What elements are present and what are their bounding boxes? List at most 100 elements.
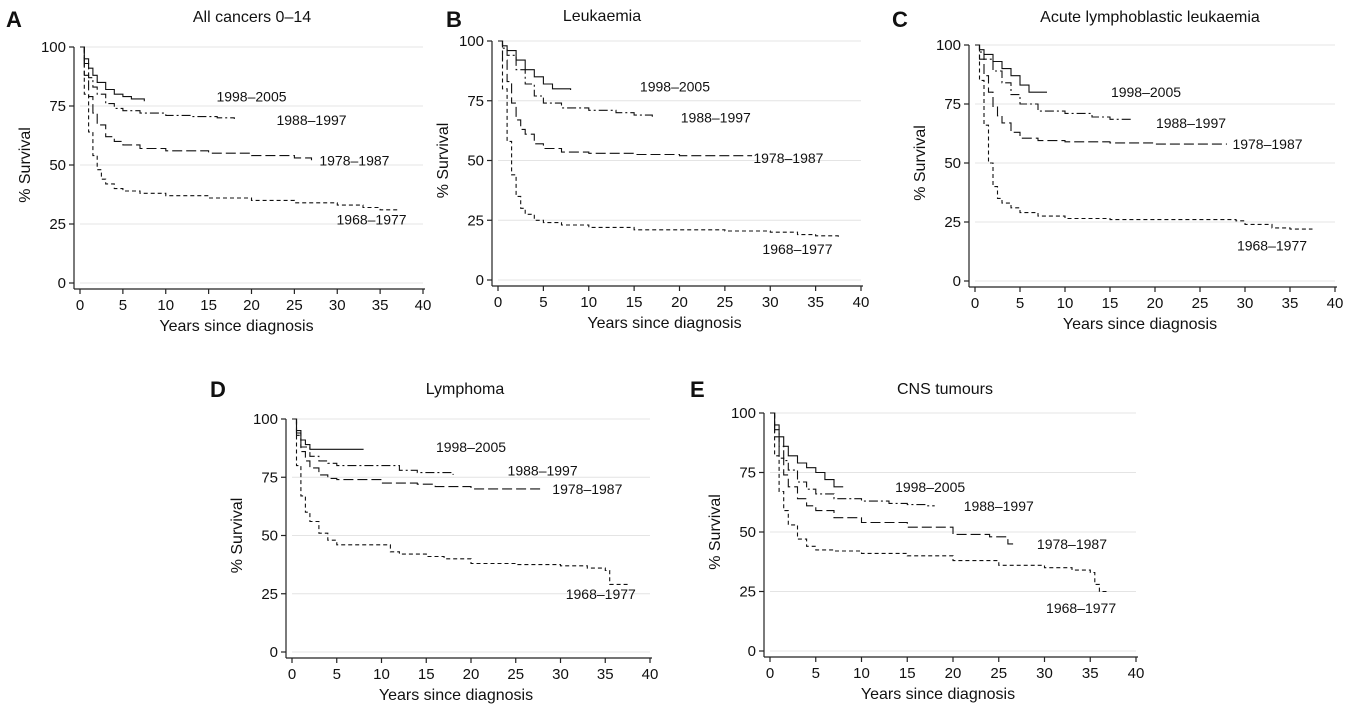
x-tick-label: 25 [717,294,734,311]
panel-letter: A [6,7,22,32]
series-line-1998–2005 [498,40,572,90]
series-label: 1978–1987 [1037,536,1107,552]
series-line-1988–1997 [292,418,454,475]
x-tick-label: 40 [642,666,659,683]
panel-title: Leukaemia [563,8,641,25]
series-line-1968–1977 [292,418,628,585]
x-tick-label: 40 [1327,295,1344,312]
series-label: 1968–1977 [566,586,636,602]
series-label: 1988–1997 [276,112,346,128]
series-line-1988–1997 [498,40,653,118]
series-line-1998–2005 [80,46,145,102]
series-line-1978–1987 [498,40,753,157]
x-tick-label: 25 [990,665,1007,682]
y-tick-label: 75 [944,96,961,113]
x-axis-label: Years since diagnosis [587,315,741,332]
series-line-1978–1987 [80,46,313,161]
series-line-1978–1987 [770,412,1017,545]
x-tick-label: 40 [853,294,870,311]
panel-letter: D [210,377,226,402]
y-axis-label: % Survival [912,125,929,201]
x-tick-label: 20 [243,297,260,314]
x-tick-label: 5 [539,294,547,311]
y-tick-label: 100 [253,411,278,428]
series-label: 1998–2005 [436,439,506,455]
y-tick-label: 25 [49,216,66,233]
x-tick-label: 20 [1147,295,1164,312]
y-tick-label: 75 [49,98,66,115]
series-line-1998–2005 [975,44,1047,93]
y-tick-label: 50 [467,153,484,170]
x-tick-label: 30 [329,297,346,314]
series-label: 1988–1997 [964,498,1034,514]
series-line-1998–2005 [292,418,364,450]
series-label: 1968–1977 [1237,238,1307,254]
series-line-1968–1977 [770,412,1109,593]
x-tick-label: 10 [373,666,390,683]
x-axis-label: Years since diagnosis [379,687,533,704]
x-tick-label: 0 [494,294,502,311]
x-tick-label: 35 [807,294,824,311]
x-tick-label: 0 [76,297,84,314]
series-label: 1968–1977 [337,211,407,227]
y-tick-label: 0 [270,644,278,661]
x-tick-label: 25 [1192,295,1209,312]
y-tick-label: 100 [731,405,756,422]
x-tick-label: 0 [288,666,296,683]
x-tick-label: 0 [766,665,774,682]
series-label: 1988–1997 [1156,115,1226,131]
x-tick-label: 10 [580,294,597,311]
panel-title: Acute lymphoblastic leukaemia [1040,9,1260,26]
series-line-1968–1977 [80,46,398,213]
x-tick-label: 10 [1057,295,1074,312]
y-axis-label: % Survival [229,498,246,574]
x-tick-label: 35 [1282,295,1299,312]
series-label: 1988–1997 [681,109,751,125]
series-line-1998–2005 [770,412,844,488]
panel-letter: B [446,7,462,32]
y-tick-label: 75 [467,93,484,110]
x-axis-label: Years since diagnosis [1063,316,1217,333]
y-tick-label: 100 [936,37,961,54]
x-tick-label: 30 [762,294,779,311]
y-tick-label: 100 [41,39,66,56]
x-tick-label: 5 [119,297,127,314]
y-tick-label: 25 [261,586,278,603]
y-axis-label: % Survival [707,494,724,570]
x-tick-label: 5 [812,665,820,682]
y-tick-label: 0 [953,273,961,290]
series-line-1978–1987 [975,44,1227,145]
series-label: 1978–1987 [552,481,622,497]
panel-letter: C [892,7,908,32]
series-label: 1998–2005 [895,479,965,495]
x-tick-label: 20 [463,666,480,683]
series-label: 1978–1987 [753,150,823,166]
series-line-1988–1997 [975,44,1134,121]
x-tick-label: 35 [1082,665,1099,682]
panel-d: 0 25 50 75 100 0 5 10 15 20 25 30 35 40 Years since di… [210,377,658,704]
panel-title: All cancers 0–14 [193,9,311,26]
x-tick-label: 20 [671,294,688,311]
y-axis-label: % Survival [435,123,452,199]
series-line-1988–1997 [80,46,235,119]
y-tick-label: 25 [739,584,756,601]
x-tick-label: 15 [200,297,217,314]
series-label: 1988–1997 [508,462,578,478]
x-tick-label: 25 [286,297,303,314]
x-tick-label: 40 [1128,665,1145,682]
series-label: 1998–2005 [216,89,286,105]
x-axis-label: Years since diagnosis [159,318,313,335]
x-tick-label: 20 [945,665,962,682]
x-tick-label: 35 [597,666,614,683]
x-tick-label: 25 [507,666,524,683]
y-tick-label: 100 [459,33,484,50]
series-line-1988–1997 [770,412,935,507]
y-tick-label: 0 [748,643,756,660]
y-tick-label: 0 [58,275,66,292]
panel-a: 0 25 50 75 100 0 5 10 15 20 25 30 35 40 Years since di… [6,7,431,335]
series-label: 1998–2005 [1111,84,1181,100]
y-tick-label: 50 [261,528,278,545]
x-tick-label: 15 [899,665,916,682]
series-label: 1978–1987 [1232,136,1302,152]
